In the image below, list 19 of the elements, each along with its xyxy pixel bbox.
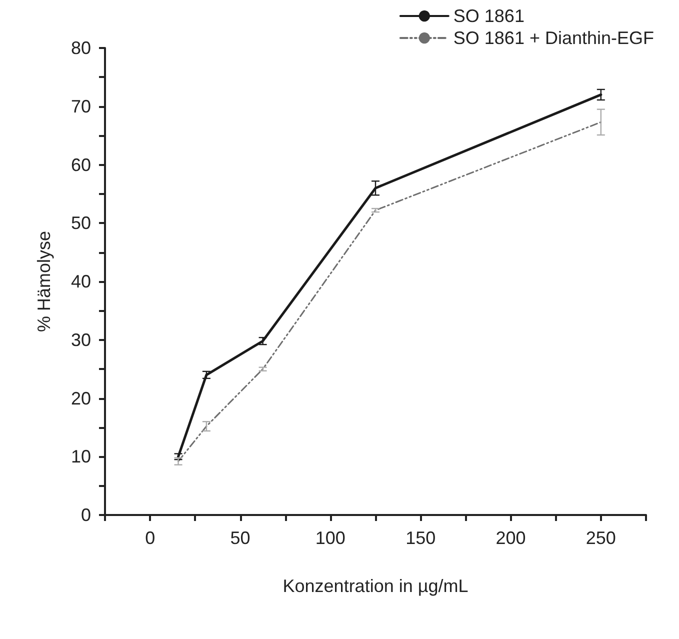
x-tick-label: 50 (230, 528, 250, 548)
x-tick-label: 0 (145, 528, 156, 548)
y-tick-label: 60 (70, 154, 91, 175)
x-tick-label: 250 (586, 528, 616, 548)
legend-label: SO 1861 + Dianthin-EGF (453, 28, 654, 48)
y-tick-label: 30 (70, 330, 91, 350)
x-tick-label: 150 (406, 528, 436, 548)
x-tick-label: 200 (496, 528, 526, 548)
y-tick-label: 0 (80, 505, 91, 525)
legend-label: SO 1861 (453, 6, 524, 26)
y-tick-label: 50 (70, 213, 91, 234)
x-tick-label: 100 (315, 528, 346, 548)
x-axis-title: Konzentration in µg/mL (282, 576, 468, 596)
y-tick-label: 40 (70, 272, 91, 292)
y-tick-label: 80 (70, 38, 91, 58)
y-tick-label: 70 (70, 96, 91, 116)
y-tick-label: 20 (70, 388, 91, 408)
y-axis-title: % Hämolyse (34, 230, 54, 332)
y-tick-label: 10 (70, 446, 91, 467)
